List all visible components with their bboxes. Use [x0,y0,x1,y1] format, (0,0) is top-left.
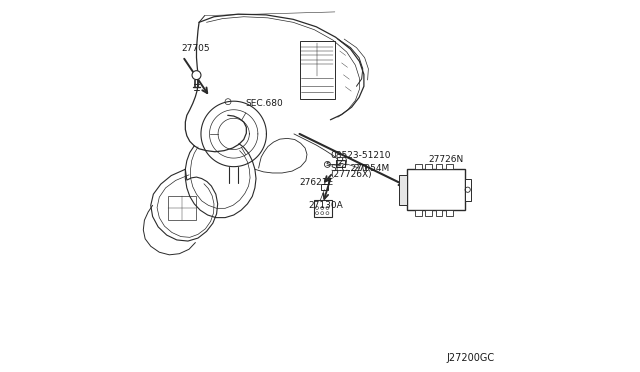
Bar [336,160,346,167]
Bar [446,164,453,169]
Text: S: S [325,162,330,167]
Text: SEC.270: SEC.270 [330,164,368,173]
Bar [425,164,432,169]
FancyBboxPatch shape [314,200,332,217]
Circle shape [324,161,330,167]
Text: 27726N: 27726N [428,155,463,164]
Bar [436,164,442,169]
Bar [425,210,432,216]
Bar [300,41,335,99]
Text: SEC.680: SEC.680 [246,99,284,108]
Text: 27705: 27705 [182,44,211,53]
Text: 27621E: 27621E [300,178,333,187]
Bar [446,210,453,216]
Circle shape [192,71,201,80]
Text: J27200GC: J27200GC [446,353,494,363]
Text: (2): (2) [335,157,348,166]
Text: 27130A: 27130A [308,201,343,210]
Text: 08523-51210: 08523-51210 [330,151,391,160]
Bar [321,184,328,190]
Bar [436,210,442,216]
Text: (27726X): (27726X) [330,170,372,179]
Bar [415,164,422,169]
Bar [408,169,465,210]
Text: 27054M: 27054M [353,164,390,173]
Bar [415,210,422,216]
Bar [399,175,408,205]
Bar [168,196,196,220]
Circle shape [225,99,231,105]
Bar [465,179,470,201]
